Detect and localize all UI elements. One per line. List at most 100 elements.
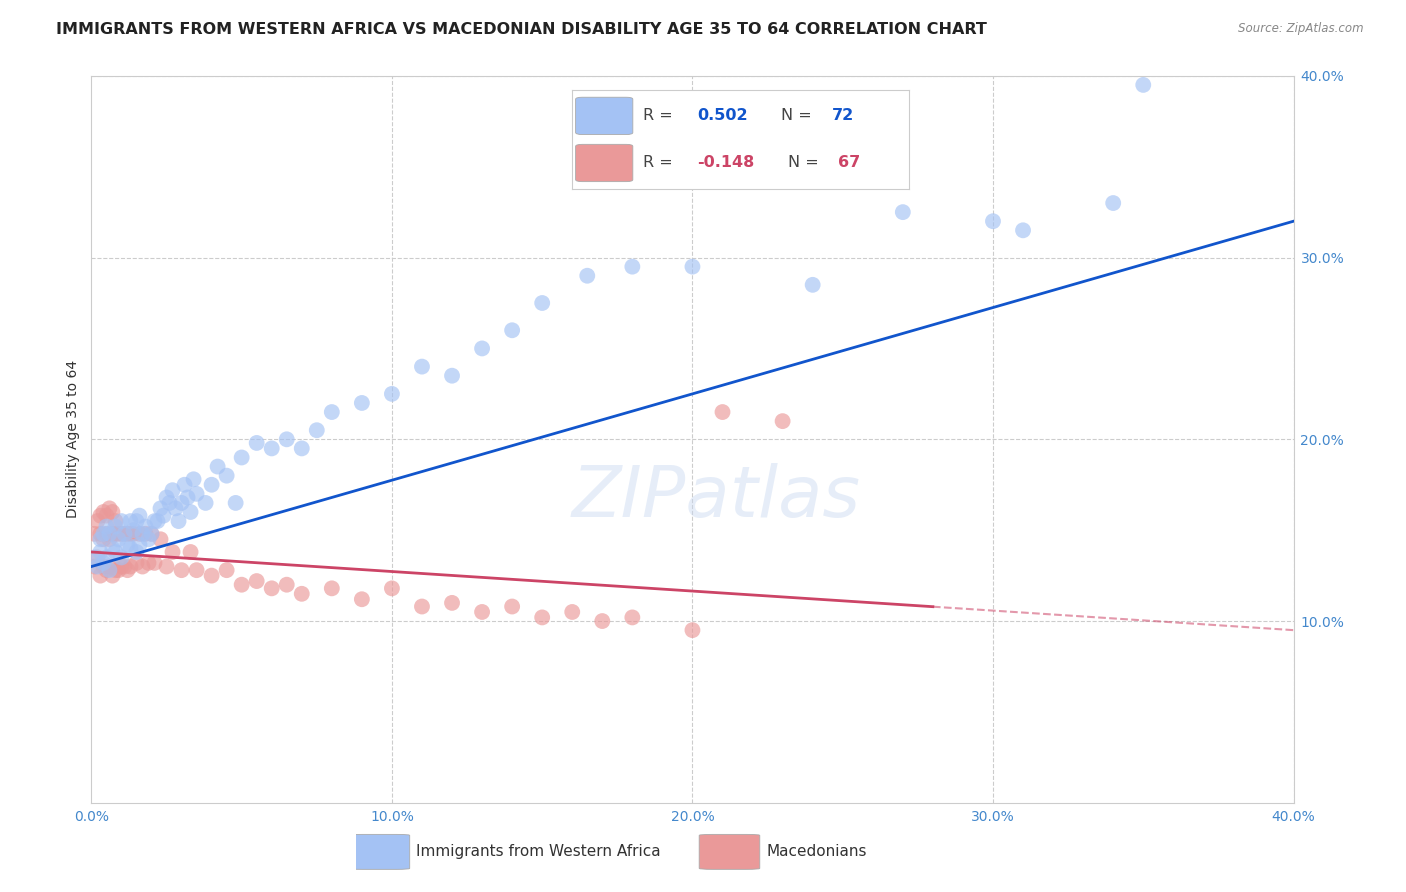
Point	[114, 526, 136, 541]
Point	[101, 541, 124, 556]
Point	[96, 508, 118, 523]
Point	[411, 359, 433, 374]
Point	[350, 592, 373, 607]
Point	[89, 526, 111, 541]
Point	[96, 550, 118, 565]
Point	[107, 563, 129, 577]
Point	[114, 559, 136, 574]
Point	[501, 599, 523, 614]
Point	[183, 472, 205, 486]
Point	[246, 574, 269, 588]
Point	[98, 563, 121, 577]
Point	[711, 405, 734, 419]
Point	[231, 450, 253, 465]
Point	[162, 483, 184, 498]
Point	[120, 514, 142, 528]
Point	[86, 514, 108, 528]
Point	[291, 587, 314, 601]
Point	[350, 396, 373, 410]
Point	[180, 505, 202, 519]
Point	[120, 526, 142, 541]
Point	[681, 623, 703, 637]
Point	[104, 563, 127, 577]
Point	[131, 526, 153, 541]
Point	[201, 568, 224, 582]
Point	[110, 526, 132, 541]
Point	[120, 559, 142, 574]
Point	[117, 563, 139, 577]
Point	[89, 568, 111, 582]
Point	[120, 541, 142, 556]
Point	[215, 563, 238, 577]
Point	[134, 526, 156, 541]
Point	[276, 432, 298, 446]
Point	[128, 508, 150, 523]
Point	[561, 605, 583, 619]
Point	[381, 582, 404, 596]
Point	[173, 477, 195, 491]
Point	[176, 491, 198, 505]
Point	[146, 514, 169, 528]
Point	[276, 578, 298, 592]
Point	[260, 442, 283, 456]
Text: ZIPatlas: ZIPatlas	[572, 463, 860, 532]
Point	[471, 605, 494, 619]
Point	[125, 514, 148, 528]
Point	[170, 496, 193, 510]
Point	[501, 323, 523, 337]
Point	[93, 526, 115, 541]
Point	[621, 610, 644, 624]
Point	[107, 526, 129, 541]
Point	[155, 559, 177, 574]
Point	[621, 260, 644, 274]
Point	[681, 260, 703, 274]
Point	[1012, 223, 1035, 237]
Point	[225, 496, 247, 510]
Point	[89, 533, 111, 547]
Point	[165, 501, 187, 516]
Point	[110, 550, 132, 565]
Point	[114, 526, 136, 541]
Point	[96, 526, 118, 541]
Point	[83, 526, 105, 541]
Point	[93, 559, 115, 574]
Point	[531, 296, 554, 310]
Point	[107, 533, 129, 547]
Point	[98, 533, 121, 547]
Point	[138, 533, 160, 547]
Point	[291, 442, 314, 456]
Point	[180, 545, 202, 559]
Point	[110, 514, 132, 528]
Point	[801, 277, 824, 292]
Point	[186, 563, 208, 577]
Y-axis label: Disability Age 35 to 64: Disability Age 35 to 64	[66, 360, 80, 518]
Point	[89, 508, 111, 523]
Point	[86, 550, 108, 565]
Point	[104, 514, 127, 528]
Point	[138, 556, 160, 570]
Point	[128, 526, 150, 541]
Point	[131, 559, 153, 574]
Point	[440, 596, 463, 610]
Point	[143, 556, 166, 570]
Point	[96, 563, 118, 577]
Point	[440, 368, 463, 383]
Point	[152, 508, 174, 523]
Point	[122, 526, 145, 541]
Point	[96, 519, 118, 533]
Point	[98, 501, 121, 516]
Point	[86, 559, 108, 574]
Point	[246, 436, 269, 450]
Point	[381, 387, 404, 401]
Point	[321, 582, 343, 596]
Point	[149, 533, 172, 547]
Point	[1132, 78, 1154, 92]
Point	[772, 414, 794, 428]
Point	[93, 505, 115, 519]
Point	[186, 487, 208, 501]
Text: Source: ZipAtlas.com: Source: ZipAtlas.com	[1239, 22, 1364, 36]
Point	[104, 519, 127, 533]
Point	[101, 505, 124, 519]
Point	[104, 526, 127, 541]
Point	[194, 496, 217, 510]
